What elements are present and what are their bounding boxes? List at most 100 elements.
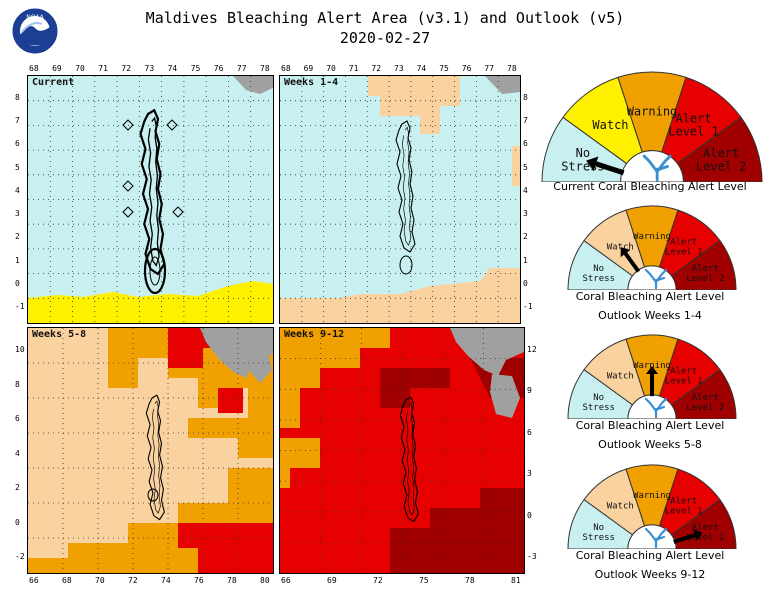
atoll-outline [401, 126, 412, 246]
atoll-outline [143, 247, 167, 295]
needle-shaft [595, 161, 625, 176]
x-tick-label: 78 [227, 576, 237, 585]
page-date: 2020-02-27 [339, 29, 431, 47]
y-tick-label: 8 [523, 93, 528, 102]
y-tick-label: 0 [527, 510, 532, 520]
atoll-island [172, 206, 184, 218]
alert1-label: Alert Level 1 [665, 366, 703, 386]
y-tick-label: 1 [523, 255, 528, 265]
x-tick-label: 78 [465, 576, 475, 585]
alert1-label: Alert Level 1 [668, 111, 719, 138]
land-sri-lanka [490, 374, 520, 418]
y-tick-label: 0 [15, 517, 20, 527]
svg-text:NOAA: NOAA [26, 14, 44, 21]
x-tick-label: 77 [236, 64, 247, 73]
watch-area [28, 281, 273, 323]
y-tick-label: 8 [15, 93, 20, 102]
x-tick-label: 74 [167, 64, 178, 73]
warning-label: Warning [633, 491, 671, 501]
y-tick-label: 2 [15, 232, 20, 242]
y-tick-label: 3 [15, 209, 20, 219]
atoll-outline [399, 396, 419, 523]
gauge-subcaption: Outlook Weeks 1-4 [598, 309, 702, 322]
y-tick-label: 5 [15, 162, 20, 172]
watch-label: Watch [607, 371, 634, 381]
y-tick-label: 10 [15, 345, 25, 354]
no-stress-label: No Stress [582, 523, 615, 543]
map-weeks-9-12: Weeks 9-12 [279, 327, 525, 574]
y-tick-label: -3 [527, 552, 537, 561]
x-tick-label: 72 [121, 64, 132, 73]
watch-outlook-area [512, 146, 520, 186]
warning-label: Warning [627, 105, 678, 119]
atoll-outline [147, 116, 160, 267]
gauge-subcaption: Outlook Weeks 5-8 [598, 438, 702, 451]
coral-icon [642, 154, 672, 182]
x-tick-label: 72 [128, 576, 138, 585]
x-tick-label: 71 [98, 64, 108, 73]
x-tick-label: 68 [29, 64, 39, 73]
warning-outlook-area [280, 328, 390, 388]
warning-outlook-area [280, 388, 300, 428]
y-tick-label: 2 [15, 483, 20, 492]
y-tick-label: 1 [15, 255, 20, 265]
y-tick-label: 12 [527, 345, 537, 354]
warning-outlook-area [188, 418, 273, 458]
coral-icon [644, 268, 668, 290]
y-tick-label: -2 [15, 552, 25, 561]
atoll-outline [147, 488, 159, 502]
y-tick-label: 0 [15, 278, 20, 288]
y-tick-label: 5 [523, 162, 528, 172]
y-tick-label: -1 [523, 302, 533, 311]
y-tick-label: 0 [523, 278, 528, 288]
land-india [200, 328, 273, 378]
map-weeks-1-4: Weeks 1-4 [279, 75, 521, 324]
x-tick-label: 69 [303, 64, 314, 73]
watch-label: Watch [592, 118, 628, 132]
watch-outlook-area [368, 76, 460, 134]
y-tick-label: 6 [523, 139, 528, 149]
no-stress-label: No Stress [582, 264, 615, 284]
y-tick-label: 3 [523, 209, 528, 219]
watch-label: Watch [607, 501, 634, 511]
gauge-caption: Coral Bleaching Alert Level [575, 290, 725, 303]
x-tick-label: 72 [373, 576, 383, 585]
alert2-outlook-area [380, 368, 450, 408]
coral-icon [644, 397, 668, 419]
alert1-label: Alert Level 1 [665, 237, 703, 257]
y-tick-label: 6 [527, 427, 532, 437]
x-tick-label: 74 [416, 64, 427, 73]
needle-shaft [623, 252, 641, 273]
alert2-label: Alert Level 2 [696, 146, 747, 173]
x-tick-label: 71 [348, 64, 359, 73]
x-tick-label: 70 [95, 576, 105, 585]
atoll-outline [145, 394, 165, 521]
atoll-island [122, 180, 134, 192]
alert1-outlook-area [178, 523, 273, 573]
atoll-outline [399, 255, 413, 275]
map-label: Weeks 5-8 [32, 329, 87, 340]
x-tick-label: 69 [327, 576, 337, 585]
atoll-island [122, 119, 134, 131]
x-tick-label: 81 [511, 576, 521, 585]
alert2-label: Alert Level 2 [686, 523, 724, 543]
y-tick-label: 9 [527, 386, 532, 396]
gauge-caption: Coral Bleaching Alert Level [575, 549, 725, 562]
y-tick-label: 6 [15, 414, 20, 423]
map-label: Current [32, 77, 75, 88]
y-tick-label: -1 [15, 302, 25, 311]
x-tick-label: 76 [461, 64, 472, 73]
needle-arrow [620, 247, 631, 258]
x-tick-label: 70 [326, 64, 336, 73]
alert2-label: Alert Level 2 [686, 393, 724, 413]
x-tick-label: 75 [439, 64, 449, 73]
y-tick-label: 4 [15, 185, 20, 195]
y-tick-label: 6 [15, 139, 20, 149]
y-tick-label: 7 [523, 116, 528, 126]
x-tick-label: 69 [52, 64, 62, 73]
page-title: Maldives Bleaching Alert Area (v3.1) and… [145, 9, 625, 27]
